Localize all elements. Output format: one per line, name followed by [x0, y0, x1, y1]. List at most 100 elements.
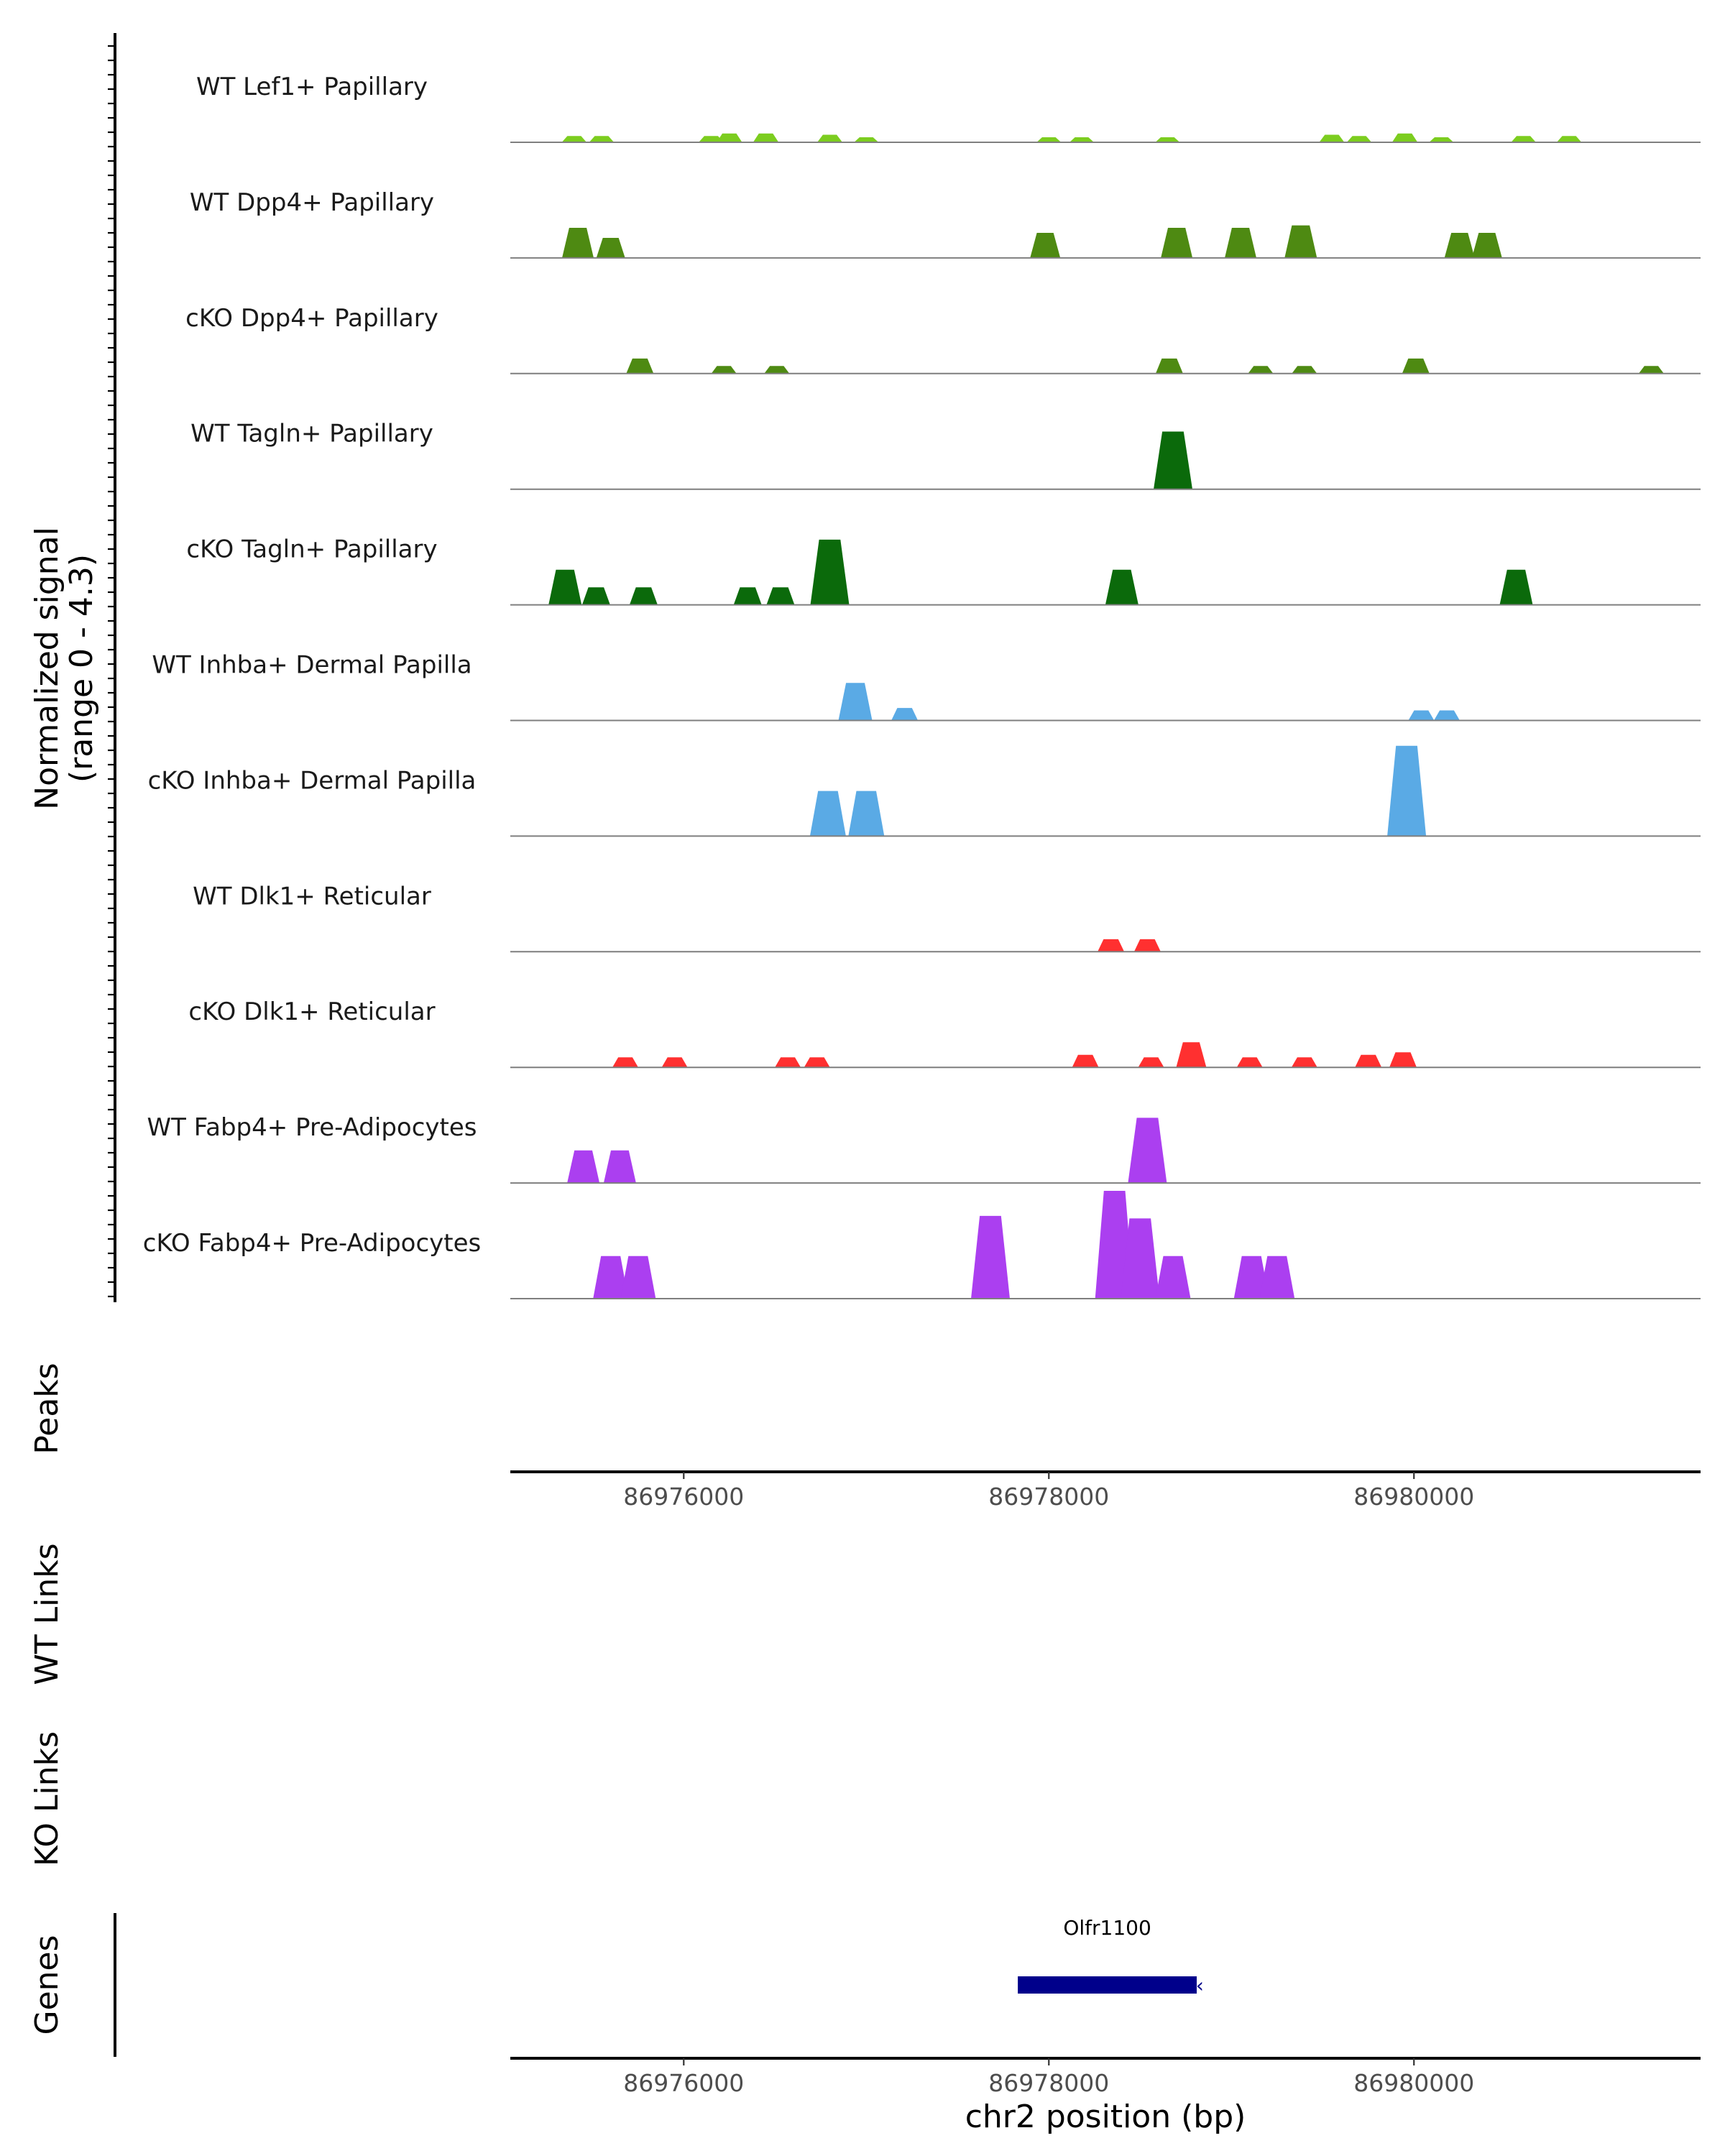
coverage-peak	[629, 587, 658, 605]
coverage-peak	[1030, 233, 1061, 258]
coverage-peak	[1292, 366, 1317, 374]
coverage-peak	[581, 587, 610, 605]
coverage-peak	[766, 587, 795, 605]
coverage-peak	[971, 1215, 1010, 1299]
x-tick-label: 86976000	[623, 1483, 744, 1511]
track: WT Fabp4+ Pre-Adipocytes	[147, 1113, 1701, 1184]
track-label: cKO Dlk1+ Reticular	[188, 998, 435, 1026]
track-label: WT Lef1+ Papillary	[196, 73, 428, 101]
coverage-peak	[561, 136, 587, 142]
coverage-peak	[1434, 710, 1460, 721]
coverage-peak	[764, 366, 790, 374]
coverage-peak	[567, 1150, 600, 1184]
coverage-peak	[809, 791, 846, 837]
track: WT Dpp4+ Papillary	[190, 188, 1701, 259]
coverage-peak	[596, 238, 625, 258]
coverage-peak	[1133, 939, 1161, 952]
coverage-peak	[1387, 745, 1427, 837]
coverage-peak	[699, 136, 724, 142]
coverage-peak	[1284, 225, 1317, 258]
coverage-peak	[1155, 1256, 1191, 1299]
track: cKO Fabp4+ Pre-Adipocytes	[143, 1191, 1701, 1299]
coverage-peak	[817, 134, 842, 142]
coverage-peak	[1556, 136, 1582, 142]
track-label: cKO Dpp4+ Papillary	[185, 304, 438, 333]
y-axis-title: Normalized signal	[29, 527, 65, 810]
coverage-peak	[562, 228, 594, 258]
track-label: WT Dpp4+ Papillary	[190, 188, 434, 217]
track: WT Inhba+ Dermal Papilla	[152, 651, 1701, 722]
y-axis-ticks	[108, 45, 115, 1298]
coverage-peak	[1155, 358, 1183, 374]
coverage-peak	[1138, 1057, 1164, 1068]
coverage-peak	[1155, 137, 1180, 142]
track-label: cKO Tagln+ Papillary	[186, 535, 437, 564]
coverage-peak	[711, 366, 737, 374]
coverage-peak	[1402, 358, 1430, 374]
track-label: cKO Fabp4+ Pre-Adipocytes	[143, 1229, 482, 1258]
genes-x-axis-ticks: 86976000 86978000 86980000	[623, 2058, 1474, 2097]
coverage-peak	[1471, 233, 1502, 258]
coverage-peak	[1072, 1054, 1099, 1068]
coverage-peak	[612, 1057, 638, 1068]
coverage-peak	[1105, 569, 1138, 605]
x-tick-label: 86978000	[988, 1483, 1109, 1511]
coverage-peak	[1444, 233, 1475, 258]
coverage-peak	[1499, 569, 1533, 605]
coverage-peak	[1346, 136, 1372, 142]
coverage-peak	[626, 358, 654, 374]
track-label: WT Inhba+ Dermal Papilla	[152, 651, 472, 680]
coverage-peak	[1638, 366, 1664, 374]
x-tick-label: 86980000	[1353, 1483, 1474, 1511]
track: WT Lef1+ Papillary	[196, 73, 1701, 143]
coverage-peak	[1355, 1054, 1382, 1068]
coverage-peak	[810, 539, 850, 605]
coverage-peak	[1176, 1042, 1207, 1068]
peaks-x-axis-ticks: 86976000 86978000 86980000	[623, 1472, 1474, 1511]
coverage-peak	[848, 791, 885, 837]
x-axis-title: chr2 position (bp)	[965, 2099, 1246, 2135]
track: cKO Dpp4+ Papillary	[185, 304, 1701, 374]
coverage-peak	[753, 133, 779, 142]
gene-annotations: ‹ Olfr1100	[1018, 1916, 1204, 1997]
x-tick-label: 86976000	[623, 2069, 744, 2097]
track: cKO Dlk1+ Reticular	[188, 998, 1701, 1069]
gene-body	[1018, 1976, 1197, 1994]
coverage-peak	[1154, 431, 1192, 489]
coverage-peak	[804, 1057, 830, 1068]
coverage-peak	[1259, 1256, 1295, 1299]
coverage-peak	[733, 587, 762, 605]
coverage-peak	[620, 1256, 656, 1299]
coverage-peak	[1225, 228, 1256, 258]
coverage-peak	[1236, 1057, 1263, 1068]
coverage-peak	[1392, 133, 1418, 142]
coverage-peak	[775, 1057, 801, 1068]
coverage-peak	[1161, 228, 1193, 258]
gene-strand-marker: ‹	[1196, 1973, 1204, 1997]
coverage-peak	[1248, 366, 1274, 374]
coverage-peak	[1429, 137, 1454, 142]
x-tick-label: 86978000	[988, 2069, 1109, 2097]
coverage-peak	[593, 1256, 629, 1299]
coverage-peak	[717, 133, 742, 142]
coverage-peak	[1070, 137, 1094, 142]
coverage-peak	[1036, 137, 1062, 142]
coverage-peak	[1121, 1218, 1160, 1299]
coverage-peak	[589, 136, 615, 142]
coverage-tracks: WT Lef1+ Papillary WT Dpp4+ Papillary cKO …	[143, 73, 1701, 1299]
coverage-peak	[1128, 1118, 1167, 1184]
track-label: WT Tagln+ Papillary	[190, 420, 433, 448]
coverage-peak	[661, 1057, 688, 1068]
coverage-peak	[548, 569, 582, 605]
coverage-peak	[1389, 1052, 1417, 1068]
coverage-peak	[1511, 136, 1536, 142]
ko-links-panel-label: KO Links	[29, 1731, 65, 1866]
track: cKO Tagln+ Papillary	[186, 535, 1701, 606]
coverage-peak	[1098, 939, 1125, 952]
gene-label: Olfr1100	[1063, 1916, 1151, 1940]
track: WT Dlk1+ Reticular	[193, 882, 1701, 953]
wt-links-panel-label: WT Links	[29, 1543, 65, 1685]
coverage-peak	[891, 708, 919, 721]
y-axis-range: (range 0 - 4.3)	[63, 554, 100, 783]
